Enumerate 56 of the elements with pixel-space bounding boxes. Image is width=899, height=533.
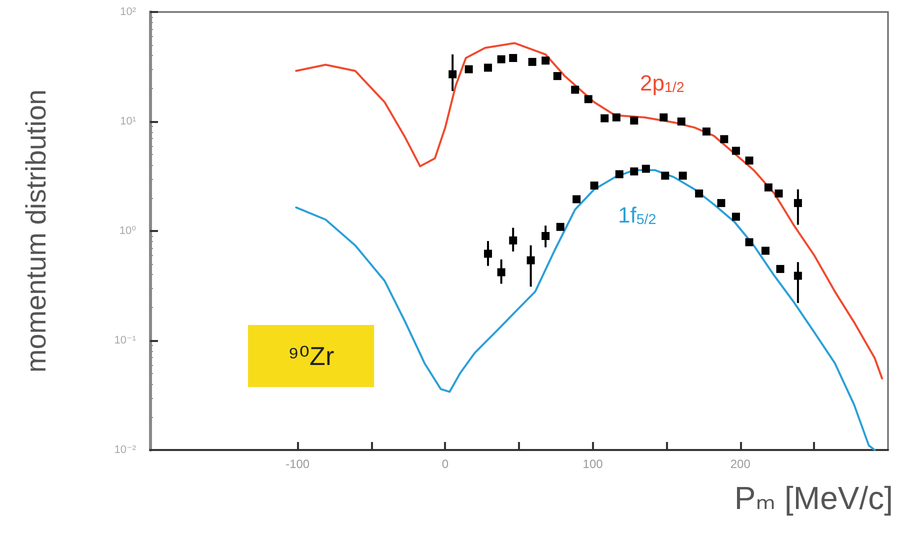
x-tick-label: 100	[582, 457, 604, 471]
point	[642, 164, 650, 173]
point	[484, 250, 492, 258]
point	[732, 212, 740, 221]
point	[600, 114, 609, 122]
point	[612, 113, 620, 122]
point	[720, 135, 728, 144]
point	[661, 172, 670, 180]
series-label: 2p1/2	[640, 70, 684, 96]
point	[764, 183, 772, 192]
point	[497, 55, 506, 64]
point	[528, 58, 536, 66]
point	[794, 199, 802, 208]
point	[590, 182, 598, 190]
point	[526, 256, 535, 264]
annotation: ⁹⁰Zr	[288, 341, 334, 371]
point	[717, 199, 726, 208]
point	[776, 264, 784, 273]
series-label: 1f5/2	[618, 202, 656, 228]
y-tick-label: 10⁻¹	[114, 334, 136, 346]
point	[572, 195, 581, 204]
point	[630, 116, 638, 125]
y-tick-label: 10⁰	[119, 225, 137, 237]
y-tick-label: 10²	[120, 6, 136, 18]
point	[745, 156, 754, 165]
point	[695, 190, 704, 198]
point	[497, 268, 506, 276]
x-tick-label: -100	[286, 457, 310, 471]
point	[509, 236, 518, 244]
y-tick-label: 10¹	[120, 116, 136, 128]
point	[542, 232, 550, 240]
point	[484, 64, 492, 72]
point	[677, 118, 686, 126]
y-tick-label: 10⁻²	[114, 444, 136, 456]
x-tick-label: 200	[730, 457, 751, 471]
y-axis-title: momentum distribution	[20, 89, 52, 373]
point	[761, 246, 770, 255]
point	[774, 190, 783, 198]
point	[542, 56, 550, 65]
point	[571, 86, 580, 94]
point	[794, 272, 802, 280]
point	[584, 95, 592, 104]
point	[630, 167, 638, 176]
point	[678, 172, 687, 180]
x-tick-label: 0	[442, 457, 449, 471]
point	[553, 72, 562, 80]
x-axis-title: Pₘ [MeV/c]	[734, 480, 893, 516]
point	[745, 238, 754, 246]
point	[732, 146, 740, 155]
point	[448, 70, 457, 78]
point	[464, 65, 473, 74]
point	[702, 128, 710, 136]
point	[660, 113, 668, 122]
point	[509, 54, 518, 62]
point	[615, 170, 624, 178]
point	[556, 222, 564, 231]
